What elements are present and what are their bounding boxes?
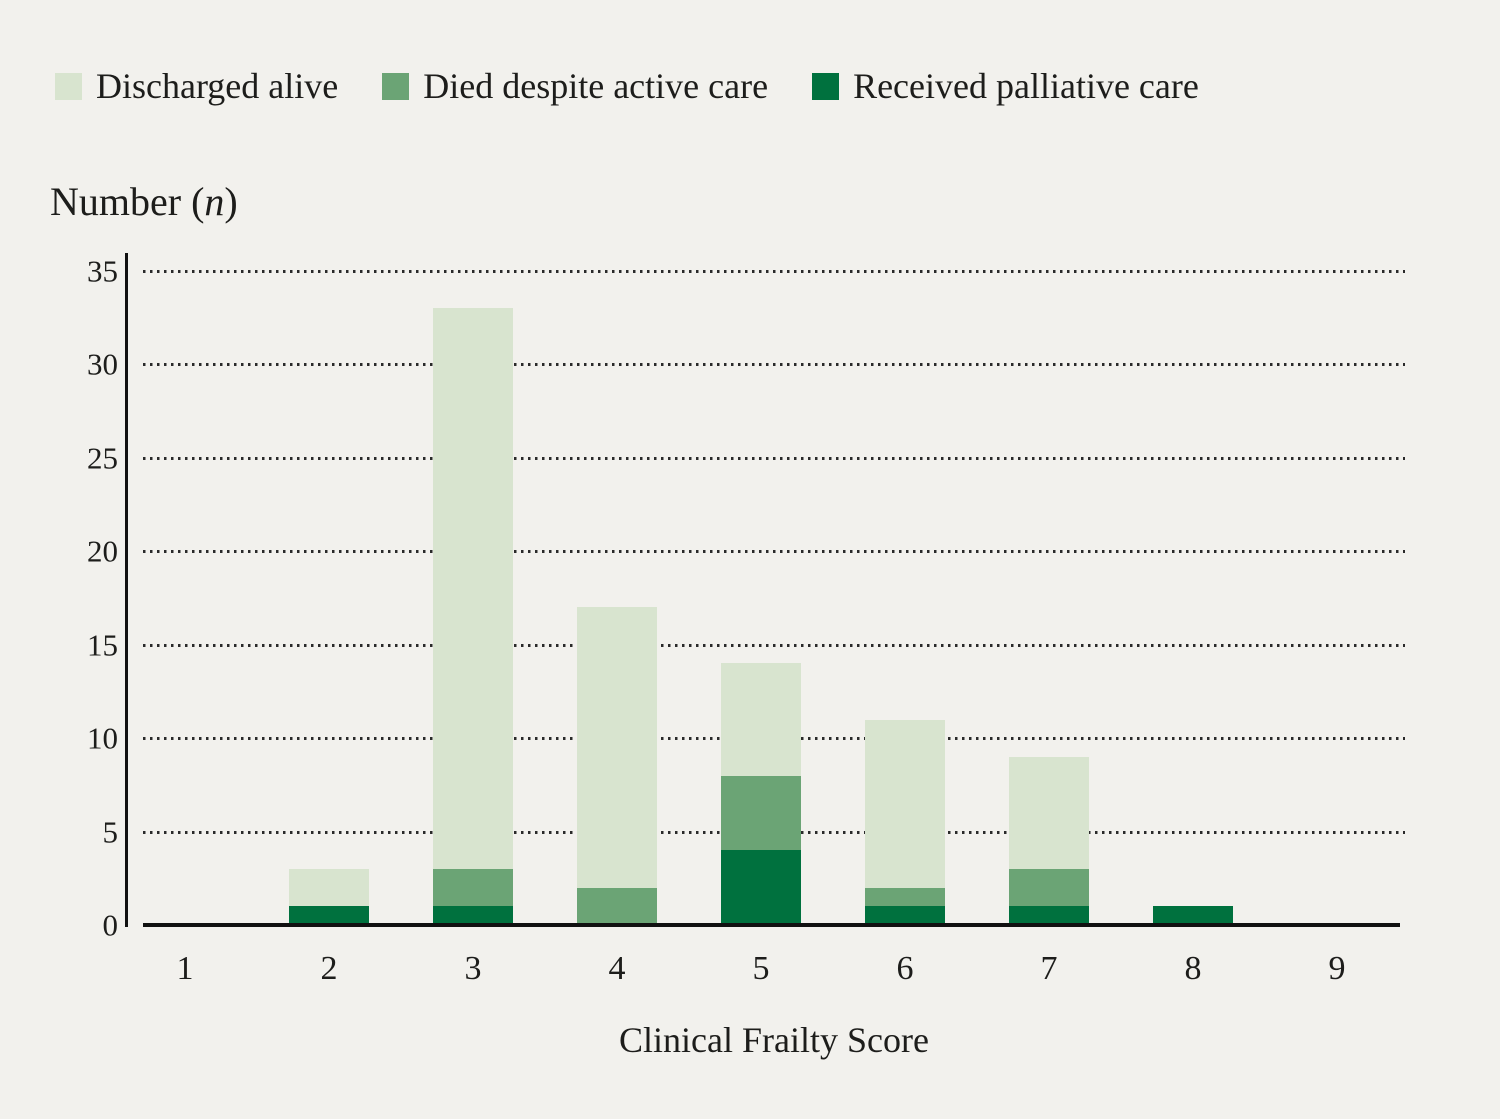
legend-swatch-received-palliative-care (812, 72, 840, 100)
legend-item-died-despite-active-care: Died despite active care (382, 68, 768, 104)
x-tick-label-2: 2 (320, 950, 338, 987)
gridline-25 (143, 456, 1405, 460)
legend-item-received-palliative-care: Received palliative care (812, 68, 1199, 104)
bar-cfs-4 (577, 607, 657, 925)
x-tick-label-7: 7 (1040, 950, 1058, 987)
x-tick-label-3: 3 (464, 950, 482, 987)
legend-label: Died despite active care (423, 66, 769, 106)
bar-cfs-5-segment-discharged-alive (721, 663, 801, 776)
gridline-15 (143, 643, 1405, 647)
y-axis-title-text: ) (224, 179, 238, 224)
x-tick-label-1: 1 (176, 950, 194, 987)
gridline-30 (143, 363, 1405, 367)
bar-cfs-6-segment-received-palliative-care (865, 906, 945, 925)
bar-cfs-5-segment-received-palliative-care (721, 850, 801, 925)
y-axis-title: Number (n) (50, 182, 238, 222)
y-axis-title-text: Number ( (50, 179, 205, 224)
x-axis-tick-labels: 1 2 3 4 5 6 7 8 9 (143, 952, 1405, 996)
y-axis-title-variable: n (204, 179, 225, 224)
bar-cfs-6-segment-discharged-alive (865, 719, 945, 888)
gridline-20 (143, 550, 1405, 554)
bar-cfs-7 (1009, 756, 1089, 925)
bar-cfs-2 (289, 868, 369, 925)
x-tick-label-9: 9 (1328, 950, 1346, 987)
plot-bars (143, 271, 1405, 925)
bar-cfs-7-segment-died-despite-active-care (1009, 868, 1089, 907)
bar-cfs-3 (433, 308, 513, 925)
bar-cfs-5-segment-died-despite-active-care (721, 775, 801, 851)
legend-item-discharged-alive: Discharged alive (55, 68, 338, 104)
bar-cfs-8-segment-received-palliative-care (1153, 906, 1233, 925)
y-axis-line (125, 253, 128, 927)
bar-cfs-2-segment-discharged-alive (289, 868, 369, 907)
y-tick-label-35: 35 (87, 253, 118, 289)
bar-cfs-3-segment-received-palliative-care (433, 906, 513, 925)
y-tick-label-0: 0 (102, 907, 119, 943)
y-tick-label-30: 30 (87, 346, 118, 382)
x-tick-label-6: 6 (896, 950, 914, 987)
x-axis-line (143, 923, 1400, 927)
bar-cfs-6-segment-died-despite-active-care (865, 887, 945, 907)
y-tick-label-20: 20 (87, 533, 118, 569)
x-tick-label-5: 5 (752, 950, 770, 987)
bar-cfs-4-segment-discharged-alive (577, 607, 657, 888)
x-tick-label-4: 4 (608, 950, 626, 987)
y-tick-label-5: 5 (102, 814, 119, 850)
legend-swatch-died-despite-active-care (382, 72, 410, 100)
bar-cfs-3-segment-discharged-alive (433, 308, 513, 869)
y-axis-tick-labels: 0 5 10 15 20 25 30 35 (0, 256, 119, 941)
y-tick-label-15: 15 (87, 627, 118, 663)
x-tick-label-8: 8 (1184, 950, 1202, 987)
bar-cfs-5 (721, 663, 801, 925)
legend-label: Received palliative care (853, 66, 1199, 106)
bar-cfs-7-segment-received-palliative-care (1009, 906, 1089, 925)
bar-cfs-7-segment-discharged-alive (1009, 756, 1089, 869)
bar-cfs-8 (1153, 906, 1233, 925)
bar-cfs-6 (865, 719, 945, 925)
legend-swatch-discharged-alive (55, 72, 82, 100)
bar-cfs-3-segment-died-despite-active-care (433, 868, 513, 907)
legend-label: Discharged alive (96, 66, 339, 106)
y-tick-label-25: 25 (87, 440, 118, 476)
gridline-35 (143, 270, 1405, 273)
bar-cfs-2-segment-received-palliative-care (289, 906, 369, 925)
x-axis-title: Clinical Frailty Score (619, 1020, 929, 1060)
y-tick-label-10: 10 (87, 720, 118, 756)
bar-cfs-4-segment-died-despite-active-care (577, 887, 657, 925)
legend: Discharged alive Died despite active car… (55, 68, 1199, 104)
